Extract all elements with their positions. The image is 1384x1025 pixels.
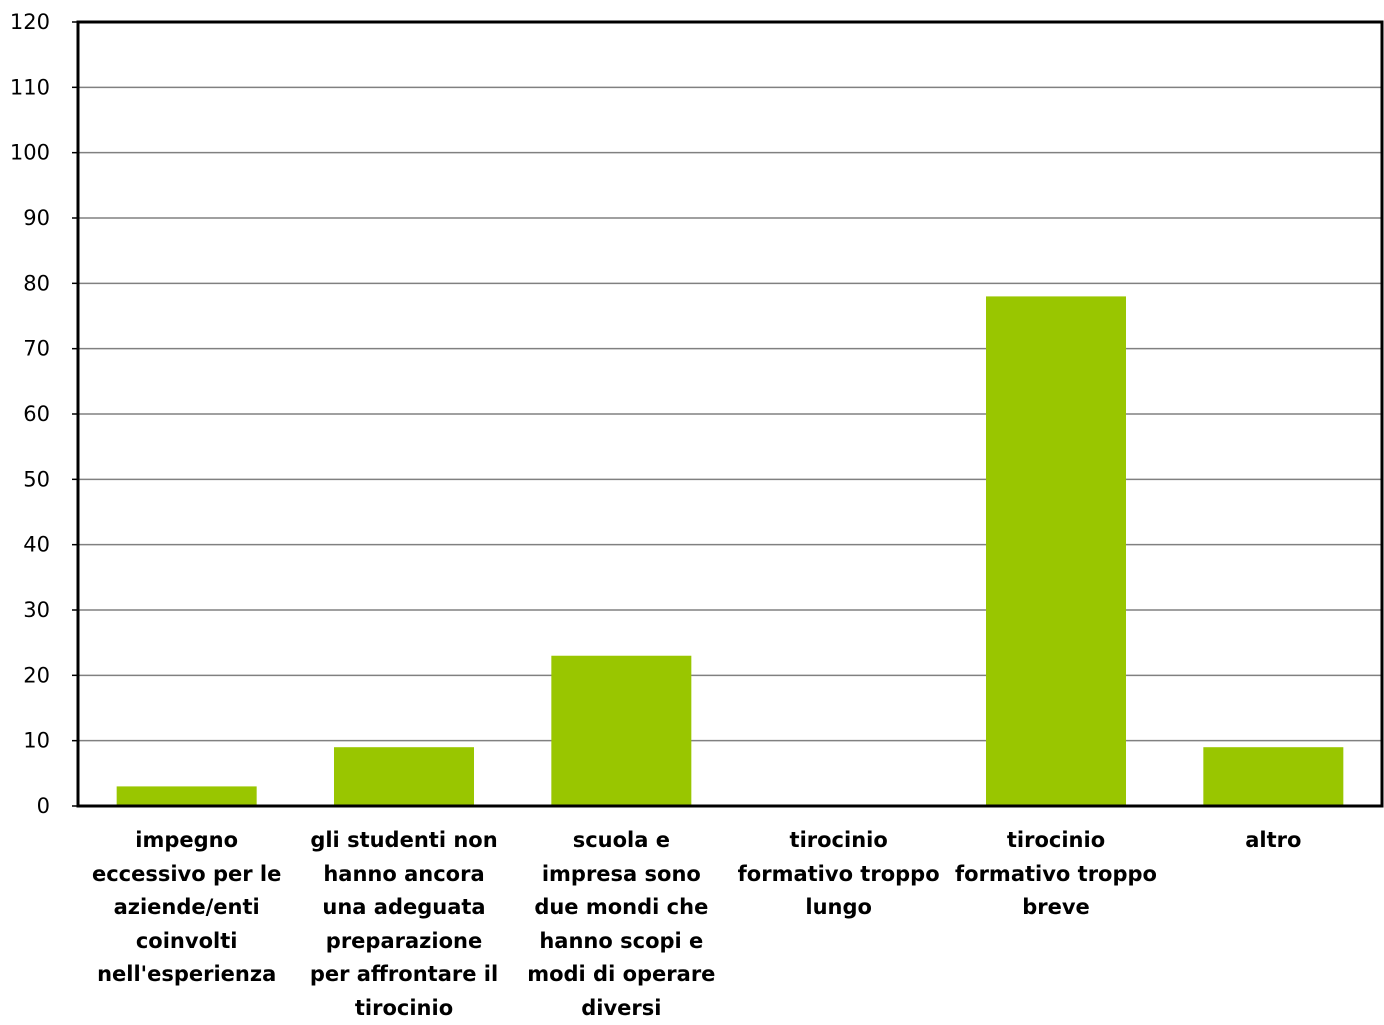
y-tick-label: 70 (23, 337, 50, 361)
x-category-label: tirocinio formativo troppo lungo (737, 828, 940, 919)
bars (116, 296, 1344, 806)
gridlines (78, 86, 1382, 742)
y-tick-label: 80 (23, 271, 50, 295)
y-tick-label: 10 (23, 729, 50, 753)
y-tick-label: 50 (23, 467, 50, 491)
x-category-label: impegno eccessivo per le aziende/enti co… (91, 828, 282, 986)
bar (116, 786, 257, 806)
x-category-label: scuola e impresa sono due mondi che hann… (527, 828, 716, 1020)
y-tick-label: 110 (10, 75, 50, 99)
x-category-label: tirocinio formativo troppo breve (955, 828, 1157, 919)
y-tick-label: 100 (10, 141, 50, 165)
bar (986, 296, 1126, 806)
y-axis-ticks: 0 10 20 30 40 50 60 70 80 90 100 110 120 (10, 10, 78, 818)
y-tick-label: 120 (10, 10, 50, 34)
y-tick-label: 0 (37, 794, 50, 818)
bar (334, 747, 474, 806)
x-category-label: gli studenti non hanno ancora una adegua… (309, 828, 499, 1020)
y-tick-label: 20 (23, 663, 50, 687)
y-tick-label: 90 (23, 206, 50, 230)
plot-frame (76, 20, 1384, 808)
y-tick-label: 40 (23, 533, 50, 557)
y-tick-label: 60 (23, 402, 50, 426)
bar (551, 655, 692, 806)
x-category-label: altro (1245, 828, 1302, 852)
y-tick-label: 30 (23, 598, 50, 622)
bar (1203, 747, 1344, 806)
